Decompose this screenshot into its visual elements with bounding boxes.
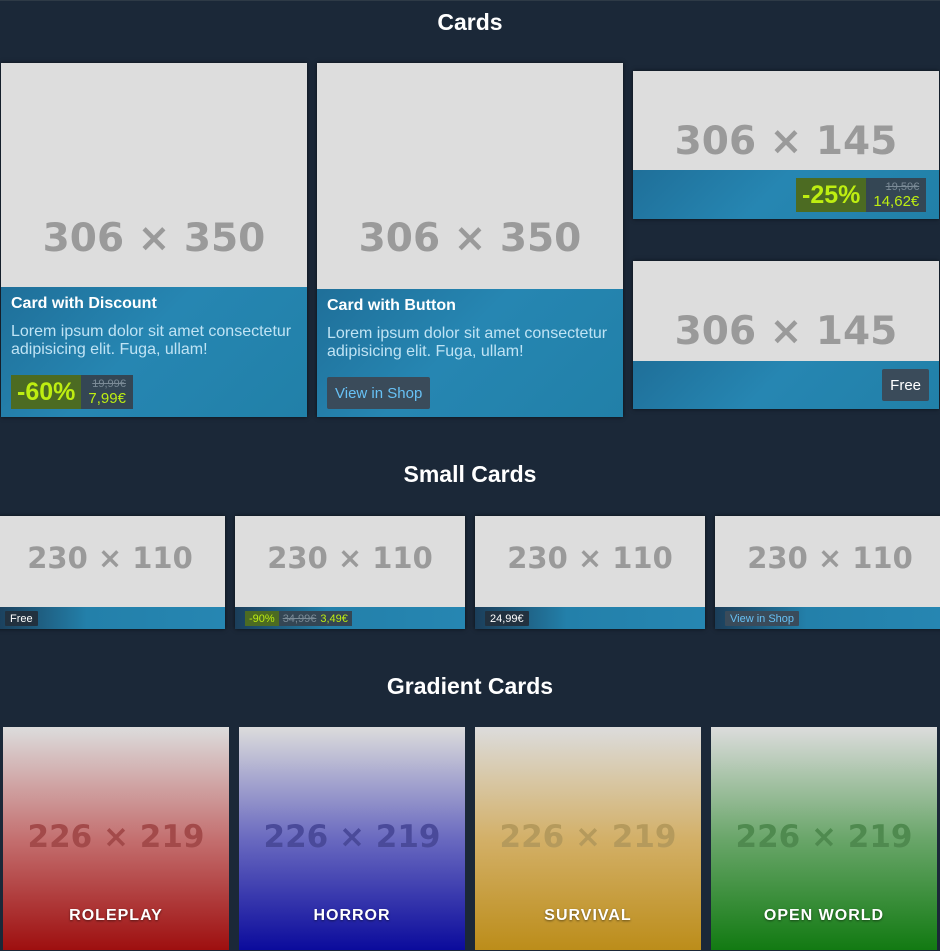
- card-description: Lorem ipsum dolor sit amet consectetur a…: [11, 323, 292, 358]
- price-tag[interactable]: 24,99€: [485, 611, 529, 626]
- gradient-card-survival[interactable]: 226 × 219 SURVIVAL: [475, 727, 701, 950]
- placeholder-label: 230 × 110: [267, 541, 433, 575]
- category-label: HORROR: [313, 907, 391, 924]
- card-title: Card with Discount: [11, 295, 157, 312]
- price-stack: 19,99€ 7,99€: [81, 375, 133, 409]
- category-label: ROLEPLAY: [69, 907, 163, 924]
- card-info-panel: Card with Button Lorem ipsum dolor sit a…: [317, 289, 623, 417]
- card-image-placeholder: 226 × 219: [3, 727, 229, 946]
- gradient-card-horror[interactable]: 226 × 219 HORROR: [239, 727, 465, 950]
- card-info-bar: View in Shop: [715, 607, 940, 629]
- horizontal-free-card[interactable]: 306 × 145 Free: [633, 261, 939, 409]
- category-label: SURVIVAL: [544, 907, 632, 924]
- original-price: 19,50€: [885, 180, 920, 193]
- placeholder-label: 226 × 219: [735, 818, 913, 855]
- placeholder-label: 306 × 350: [358, 215, 582, 261]
- gradient-card-roleplay[interactable]: 226 × 219 ROLEPLAY: [3, 727, 229, 950]
- original-price: 19,99€: [92, 377, 126, 390]
- view-in-shop-button[interactable]: View in Shop: [327, 377, 431, 409]
- card-image-placeholder: 226 × 219: [711, 727, 937, 946]
- small-card[interactable]: 230 × 110 24,99€: [475, 516, 705, 629]
- discount-block[interactable]: -60% 19,99€ 7,99€: [11, 375, 133, 409]
- small-card[interactable]: 230 × 110 Free: [0, 516, 225, 629]
- category-label: OPEN WORLD: [763, 907, 885, 924]
- section-title-small-cards: Small Cards: [403, 461, 537, 487]
- placeholder-label: 306 × 350: [42, 216, 266, 261]
- final-price: 3,49€: [318, 611, 352, 626]
- card-image-placeholder: 226 × 219: [475, 727, 701, 946]
- placeholder-label: 226 × 219: [27, 818, 205, 855]
- final-price: 7,99€: [88, 389, 126, 407]
- free-tag[interactable]: Free: [5, 611, 38, 626]
- placeholder-label: 230 × 110: [27, 541, 193, 575]
- card-title: Card with Button: [327, 297, 456, 314]
- final-price: 14,62€: [873, 192, 920, 210]
- discount-tag[interactable]: -90% 34,99€ 3,49€: [245, 611, 352, 626]
- placeholder-label: 306 × 145: [674, 119, 898, 164]
- discount-percent: -25%: [796, 178, 867, 212]
- card-image-placeholder: 226 × 219: [239, 727, 465, 946]
- placeholder-label: 230 × 110: [747, 541, 913, 575]
- card-info-panel: Card with Discount Lorem ipsum dolor sit…: [1, 287, 307, 417]
- discount-percent: -60%: [11, 375, 82, 409]
- view-in-shop-button[interactable]: View in Shop: [725, 611, 800, 626]
- placeholder-label: 230 × 110: [507, 541, 673, 575]
- discount-card[interactable]: 306 × 350 Card with Discount Lorem ipsum…: [1, 63, 307, 417]
- price-stack: 19,50€ 14,62€: [866, 178, 927, 212]
- discount-percent: -90%: [245, 611, 279, 626]
- section-title-cards: Cards: [437, 9, 503, 35]
- free-button[interactable]: Free: [882, 369, 929, 401]
- small-card[interactable]: 230 × 110 -90% 34,99€ 3,49€: [235, 516, 465, 629]
- original-price: 34,99€: [278, 611, 319, 626]
- small-card[interactable]: 230 × 110 View in Shop: [715, 516, 940, 629]
- placeholder-label: 226 × 219: [499, 818, 677, 855]
- horizontal-discount-card[interactable]: 306 × 145 -25% 19,50€ 14,62€: [633, 71, 939, 219]
- button-card[interactable]: 306 × 350 Card with Button Lorem ipsum d…: [317, 63, 623, 417]
- card-description: Lorem ipsum dolor sit amet consectetur a…: [327, 325, 608, 360]
- card-info-bar: Free: [0, 607, 225, 629]
- card-info-panel: -25% 19,50€ 14,62€: [633, 170, 939, 219]
- placeholder-label: 226 × 219: [263, 818, 441, 855]
- gradient-card-open-world[interactable]: 226 × 219 OPEN WORLD: [711, 727, 937, 950]
- discount-block[interactable]: -25% 19,50€ 14,62€: [796, 178, 927, 212]
- placeholder-label: 306 × 145: [674, 309, 898, 354]
- card-info-panel: Free: [633, 361, 939, 409]
- section-title-gradient-cards: Gradient Cards: [386, 673, 554, 699]
- card-info-bar: 24,99€: [475, 607, 705, 629]
- card-info-bar: -90% 34,99€ 3,49€: [235, 607, 465, 629]
